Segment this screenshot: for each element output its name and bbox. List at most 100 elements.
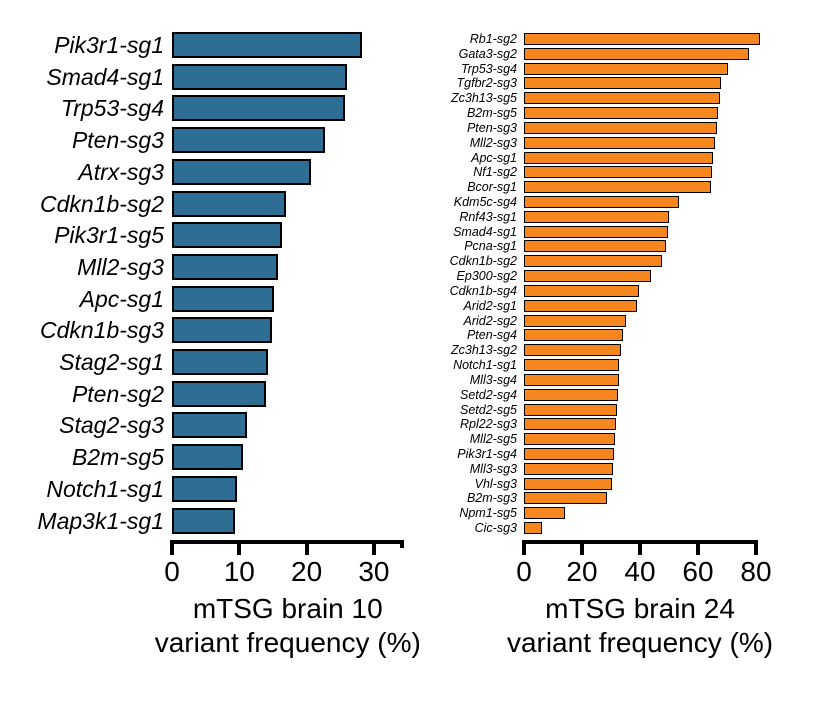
x-axis-tick [170,540,174,555]
bar-rect [524,62,729,75]
bar-rect [172,222,282,249]
x-axis-tick [371,540,376,555]
bar-label: Cdkn1b-sg2 [449,254,517,269]
bar-row: Trp53-sg4 [414,61,828,76]
bar-row: Mll2-sg3 [0,253,414,280]
bar-label: Mll3-sg4 [469,372,517,387]
bar-rect [172,63,347,90]
bar-label: Pten-sg3 [71,127,164,154]
bar-label: Mll2-sg3 [77,253,164,280]
bar-row: Trp53-sg4 [0,95,414,122]
bar-rect [524,477,613,490]
bar-row: Arid2-sg2 [414,314,828,327]
x-axis-tick-label: 10 [223,556,255,587]
bar-row: B2m-sg5 [0,444,414,471]
bar-rect [524,77,722,90]
bar-rect [524,403,617,416]
bar-rect [524,359,620,372]
bar-label: Cdkn1b-sg2 [39,190,164,217]
bar-row: Rb1-sg2 [414,33,828,45]
bar-label: Mll3-sg3 [469,461,517,476]
bar-label: Cic-sg3 [474,521,517,536]
bar-rect [524,462,614,475]
bar-rect [524,47,750,60]
bar-label: Trp53-sg4 [460,61,517,76]
bar-row: Gata3-sg2 [414,48,828,60]
bar-row: Bcor-sg1 [414,181,828,193]
bar-label: Rnf43-sg1 [459,209,517,224]
bar-row: Pik3r1-sg5 [0,222,414,249]
bar-label: Bcor-sg1 [467,180,517,195]
bar-rect [524,373,619,386]
bar-label: Smad4-sg1 [46,63,164,90]
bar-row: Atrx-sg3 [0,158,414,185]
bar-rect [172,349,269,375]
x-axis-tick-label: 0 [516,556,532,587]
bar-rect [524,507,566,520]
bar-rect [172,95,345,122]
bar-label: Atrx-sg3 [78,158,164,185]
x-axis-tick [522,540,526,555]
bar-rect [524,151,713,164]
bar-row: Apc-sg1 [414,151,828,164]
bar-row: Arid2-sg1 [414,300,828,312]
bar-row: Cdkn1b-sg2 [414,254,828,269]
chart-mtsg-brain-24: mTSG brain 24 variant frequency (%) Rb1-… [414,0,828,716]
bar-row: Apc-sg1 [0,285,414,312]
bar-label: B2m-sg5 [466,106,517,121]
bar-rect [524,284,640,297]
x-axis-tick [696,540,700,555]
bar-row: Cic-sg3 [414,522,828,534]
bar-rect [524,522,542,535]
bar-label: Stag2-sg1 [59,349,164,375]
bar-rect [524,418,616,431]
bar-label: Setd2-sg4 [460,387,517,402]
bar-row: Notch1-sg1 [0,475,414,502]
bar-label: Stag2-sg3 [59,412,164,439]
bar-rect [524,92,721,105]
bar-label: B2m-sg3 [466,491,517,506]
bar-label: Nf1-sg2 [473,165,517,180]
bar-row: Zc3h13-sg2 [414,344,828,356]
bar-row: Notch1-sg1 [414,359,828,371]
bar-label: Cdkn1b-sg4 [449,283,517,298]
bar-rect [172,475,238,502]
bar-label: Pten-sg3 [466,120,517,135]
bar-row: Stag2-sg3 [0,412,414,439]
x-axis-title: mTSG brain 24 variant frequency (%) [470,592,810,660]
bar-label: Mll2-sg3 [469,135,517,150]
bar-row: Stag2-sg1 [0,349,414,375]
bar-row: Pik3r1-sg4 [414,448,828,460]
x-axis-tick [754,540,758,555]
x-axis-title-line1: mTSG brain 24 [545,593,735,624]
bar-row: Smad4-sg1 [0,63,414,90]
bar-label: Zc3h13-sg2 [450,343,517,358]
bar-rect [524,344,621,357]
x-axis-tick [638,540,642,555]
bar-row: Pten-sg4 [414,329,828,342]
chart-mtsg-brain-10: mTSG brain 10 variant frequency (%) Pik3… [0,32,421,658]
bar-rect [172,285,275,312]
bar-rect [172,507,236,534]
bar-rect [172,380,267,407]
x-axis-tick-label: 0 [164,556,180,587]
bar-rect [524,270,652,283]
bar-label: Pik3r1-sg5 [54,222,164,249]
bar-label: Vhl-sg3 [474,476,517,491]
bar-label: Pten-sg2 [71,380,164,407]
bar-label: Rb1-sg2 [469,32,517,46]
bar-label: Kdm5c-sg4 [453,195,517,210]
bar-rect [524,299,637,312]
x-axis-title-line2: variant frequency (%) [506,627,774,658]
bar-rect [524,240,667,253]
bar-rect [172,190,287,217]
bar-label: Notch1-sg1 [46,475,164,502]
bar-row: Rpl22-sg3 [414,418,828,431]
x-axis-tick-label: 60 [682,556,714,587]
bar-row: Setd2-sg4 [414,387,828,402]
bar-label: Trp53-sg4 [60,95,164,122]
bar-rect [524,255,663,268]
bar-label: Zc3h13-sg5 [450,91,517,106]
bar-rect [524,492,608,505]
